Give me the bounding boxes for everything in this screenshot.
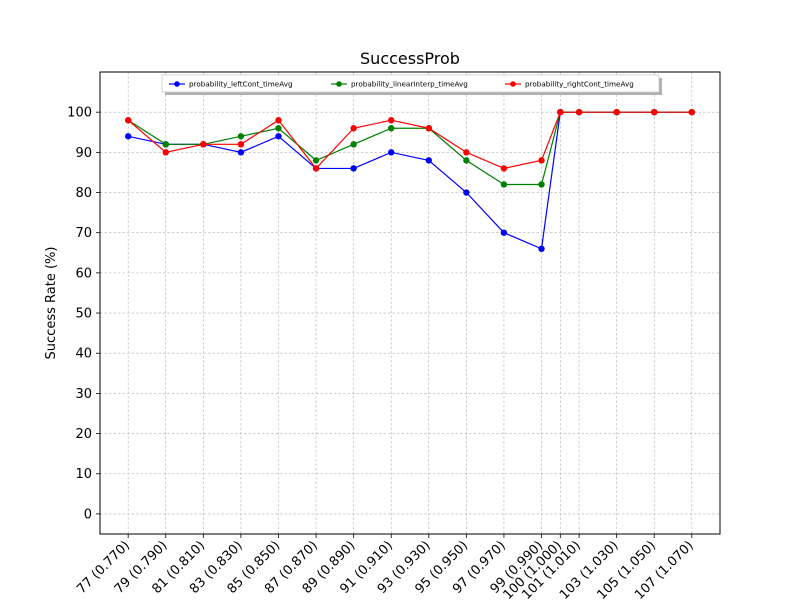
y-tick-label: 0 (84, 507, 92, 522)
series-line-2 (127, 111, 692, 170)
x-axis-ticks: 77 (0.770)79 (0.790)81 (0.810)83 (0.830)… (74, 534, 697, 603)
data-point (200, 141, 207, 148)
legend-label: probability_leftCont_timeAvg (189, 80, 293, 89)
y-tick-label: 50 (75, 307, 92, 322)
data-point (312, 157, 320, 164)
y-tick-label: 40 (75, 347, 92, 362)
data-point (275, 125, 282, 132)
data-point (312, 165, 320, 172)
plot-frame (99, 71, 721, 535)
y-tick-label: 60 (75, 266, 92, 281)
data-point (275, 117, 282, 124)
data-point (538, 245, 545, 252)
grid-lines (100, 72, 720, 534)
data-point (237, 133, 245, 140)
data-point (388, 117, 395, 124)
data-point (575, 108, 583, 116)
y-tick-label: 30 (75, 387, 92, 402)
legend-entries: probability_leftCont_timeAvg probability_… (169, 80, 634, 89)
y-tick-label: 70 (75, 226, 92, 241)
y-tick-label: 100 (67, 106, 92, 121)
y-tick-label: 80 (75, 186, 92, 201)
data-point (500, 181, 508, 188)
data-point (425, 125, 432, 132)
legend-label: probability_linearInterp_timeAvg (351, 80, 468, 89)
data-point (463, 189, 470, 196)
legend-label: probability_rightCont_timeAvg (525, 80, 634, 89)
data-point (388, 149, 395, 156)
chart-title: SuccessProb (360, 49, 460, 68)
data-point (162, 149, 169, 156)
y-tick-label: 90 (75, 146, 92, 161)
y-axis-ticks: 0 10 20 30 40 50 60 70 80 90 100 (67, 106, 100, 522)
legend-swatch-marker (174, 81, 180, 87)
data-point (557, 108, 564, 116)
data-point (162, 141, 169, 148)
legend-swatch-marker (336, 81, 342, 87)
data-point (500, 165, 508, 172)
data-point (425, 157, 432, 164)
y-tick-label: 20 (75, 427, 92, 442)
series-line-0 (128, 111, 692, 250)
series-line-1 (127, 111, 692, 186)
data-point (538, 157, 545, 164)
data-point (275, 133, 282, 140)
y-axis-label: Success Rate (%) (44, 247, 59, 360)
data-point (124, 133, 132, 140)
y-tick-label: 10 (75, 467, 92, 482)
legend: probability_leftCont_timeAvg probability_… (161, 74, 662, 95)
data-point (500, 229, 508, 236)
data-point (237, 141, 245, 148)
data-point (237, 149, 245, 156)
legend-swatch-marker (510, 81, 516, 87)
data-point (350, 165, 357, 172)
legend-box (161, 74, 660, 93)
data-point (350, 141, 357, 148)
data-point (463, 157, 470, 164)
data-point (613, 108, 620, 116)
data-point (688, 108, 696, 116)
data-point (538, 181, 545, 188)
data-point (388, 125, 395, 132)
data-point (350, 125, 357, 132)
data-point (124, 117, 132, 124)
data-point (463, 149, 470, 156)
series-layer (124, 108, 696, 252)
data-point (651, 108, 658, 116)
